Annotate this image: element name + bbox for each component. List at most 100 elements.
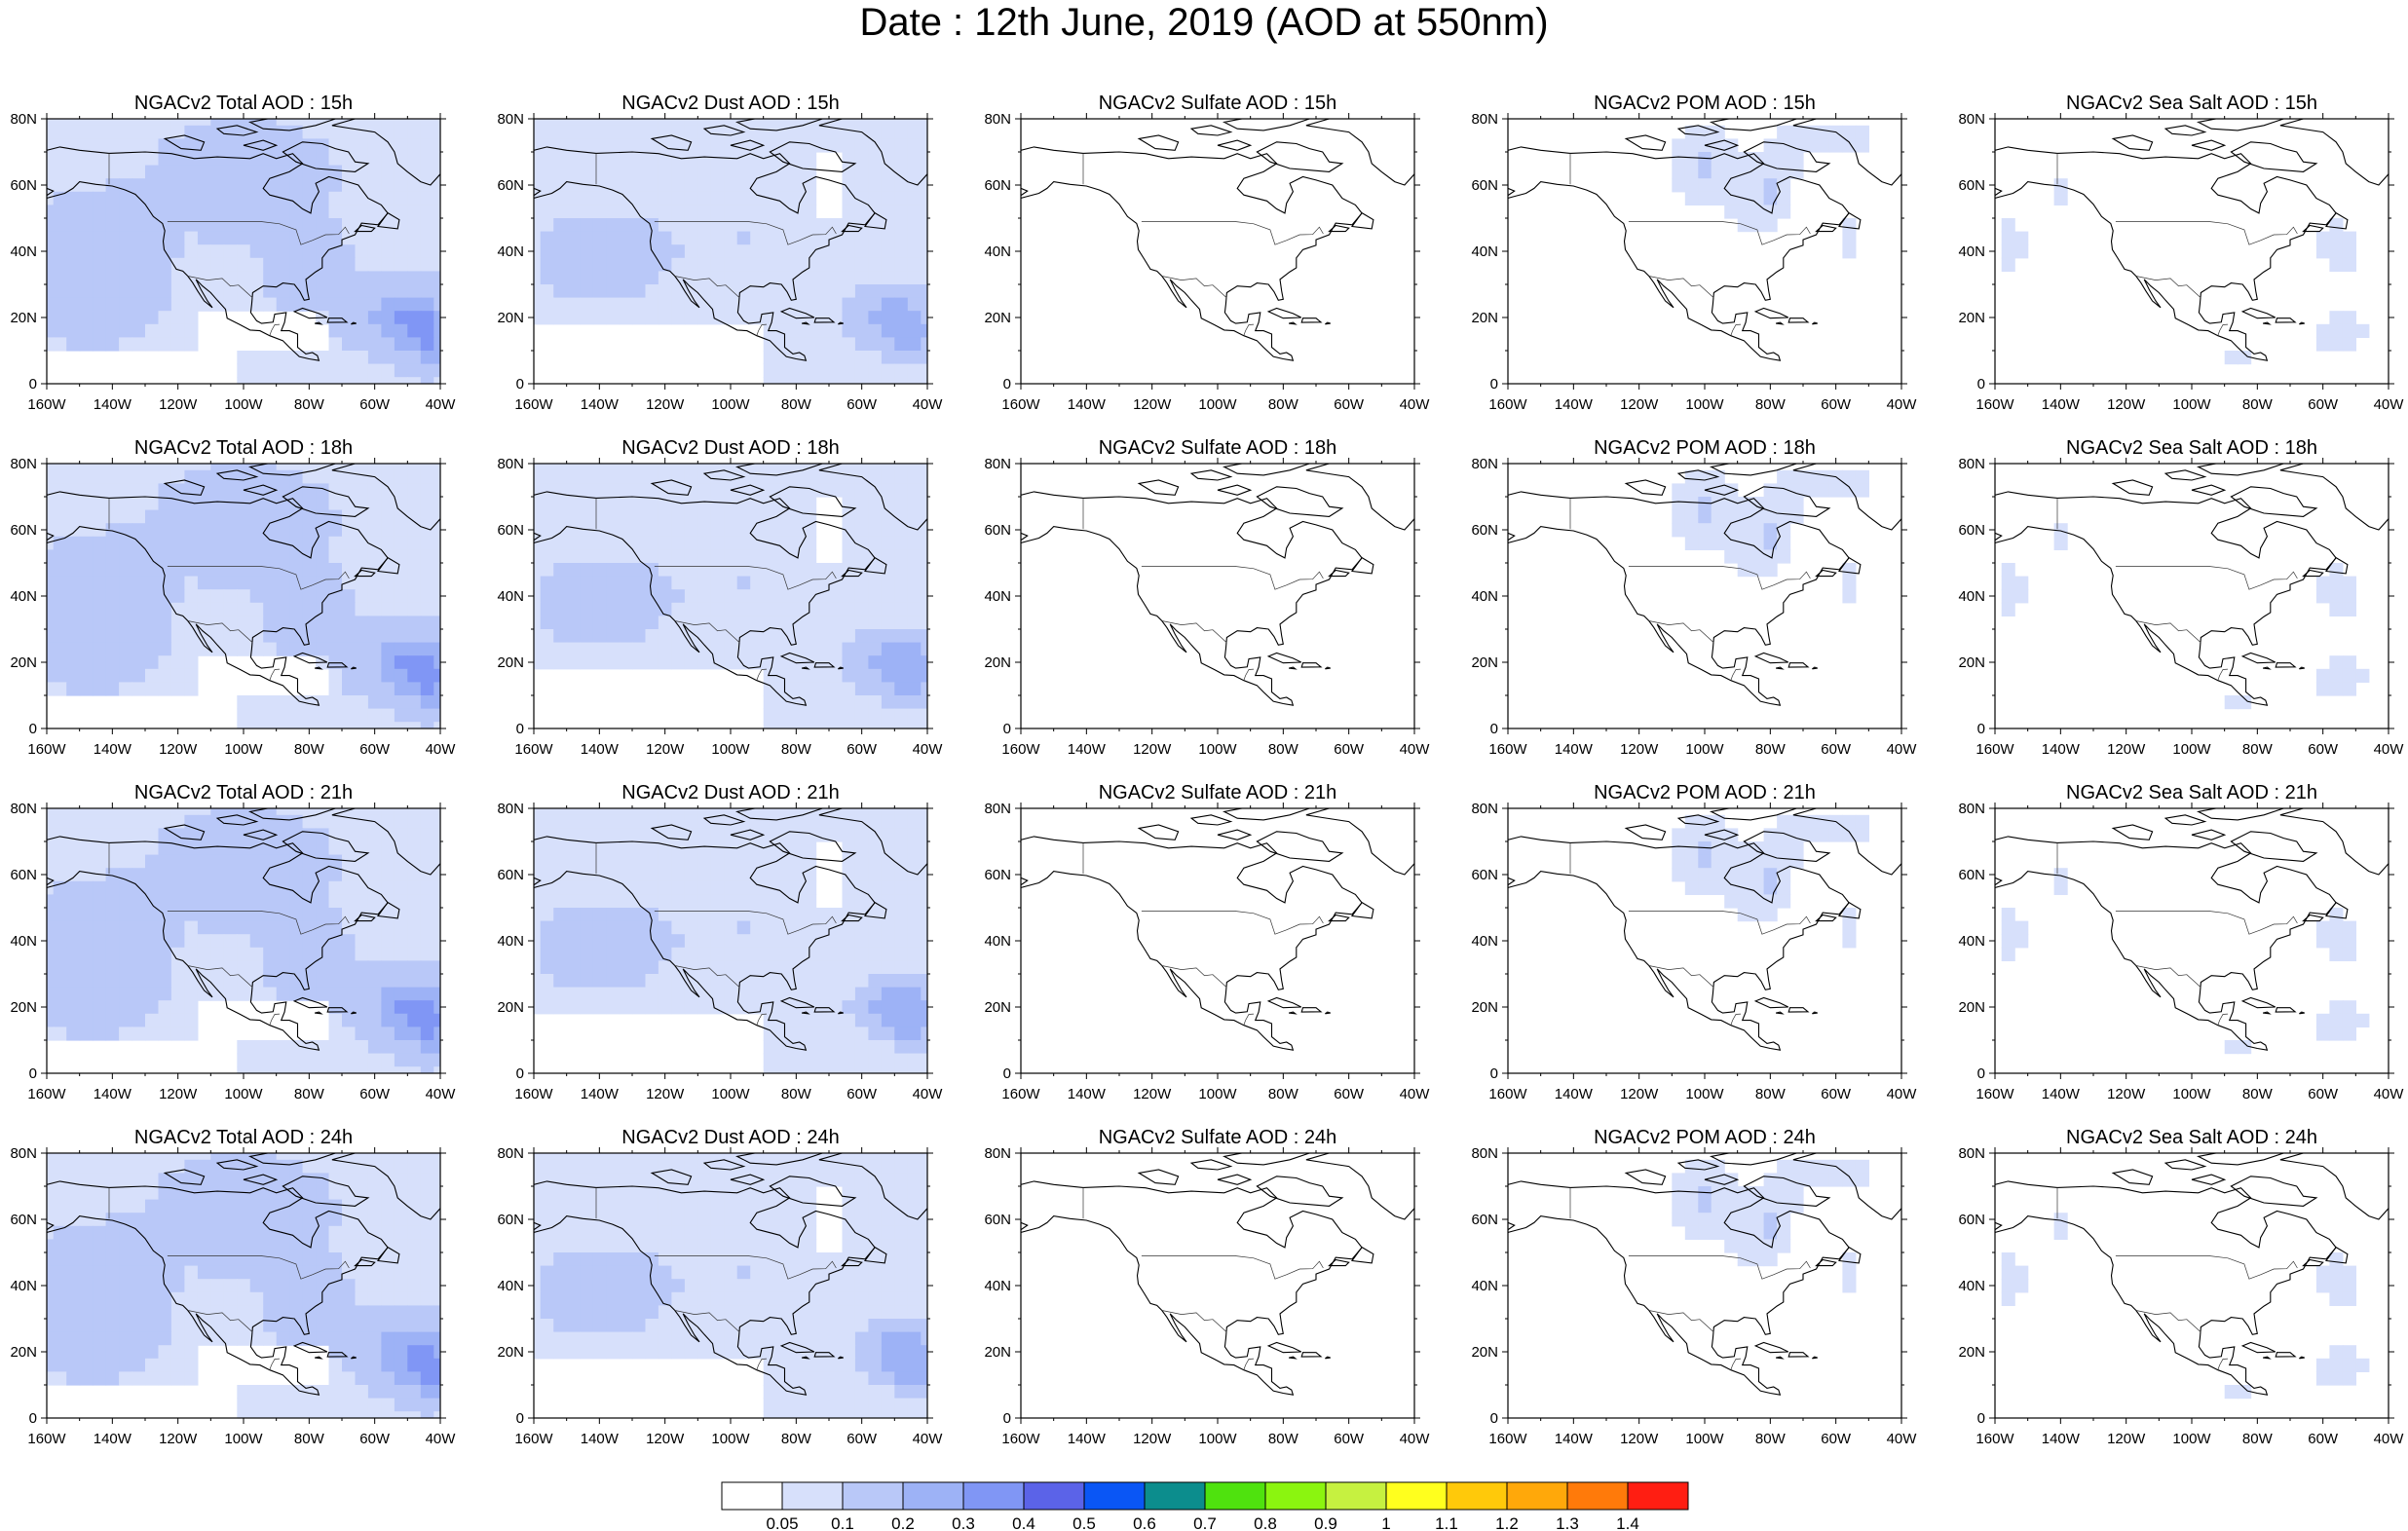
lon-tick-label: 160W <box>1488 396 1527 413</box>
coastline <box>47 464 440 706</box>
lon-tick-label: 80W <box>781 396 812 413</box>
lat-tick-label: 0 <box>29 721 37 737</box>
map-panel: NGACv2 Sea Salt AOD : 18h 160W 140W 120W 100… <box>1958 437 2405 758</box>
lon-tick-label: 140W <box>2042 1431 2081 1447</box>
colorbar-swatch <box>721 1481 783 1511</box>
map-panel: NGACv2 Total AOD : 21h 160W 140W 120W 100W 80… <box>10 782 456 1102</box>
figure-title: Date : 12th June, 2019 (AOD at 550nm) <box>859 1 1549 44</box>
map-panel: NGACv2 Sulfate AOD : 21h 160W 140W 120W 100W… <box>984 782 1431 1102</box>
lat-tick-label: 80N <box>1958 111 1985 128</box>
lon-tick-label: 60W <box>2308 1431 2339 1447</box>
lat-tick-label: 80N <box>497 111 524 128</box>
lat-tick-label: 0 <box>1977 376 1985 392</box>
coastline <box>1021 1153 1414 1396</box>
panel-title: NGACv2 Dust AOD : 15h <box>621 93 839 114</box>
lon-tick-label: 160W <box>1488 741 1527 758</box>
lon-tick-label: 60W <box>359 741 391 758</box>
lon-tick-label: 140W <box>581 1086 620 1102</box>
lon-tick-label: 40W <box>913 1431 944 1447</box>
country-borders <box>108 153 350 336</box>
panel-title: NGACv2 Sea Salt AOD : 21h <box>2066 782 2317 803</box>
coastline <box>534 1153 927 1396</box>
panel-title: NGACv2 Sulfate AOD : 15h <box>1099 93 1337 114</box>
map-panel: NGACv2 Total AOD : 15h 160W 140W 120W 100W 80… <box>10 93 456 413</box>
country-borders <box>1082 1187 1324 1370</box>
lon-tick-label: 100W <box>1685 396 1724 413</box>
lon-tick-label: 140W <box>1555 1086 1594 1102</box>
aod-field <box>534 119 927 384</box>
lat-tick-label: 20N <box>1958 1344 1985 1361</box>
lat-tick-label: 60N <box>1471 177 1498 194</box>
lon-tick-label: 160W <box>514 741 553 758</box>
lat-tick-label: 40N <box>1958 933 1985 950</box>
lat-tick-label: 40N <box>1958 1278 1985 1294</box>
lon-tick-label: 40W <box>2374 1431 2405 1447</box>
lon-tick-label: 60W <box>1821 1431 1852 1447</box>
coastline <box>1995 1153 2389 1396</box>
country-borders <box>1569 842 1811 1026</box>
lat-tick-label: 0 <box>29 376 37 392</box>
lon-tick-label: 80W <box>1268 396 1299 413</box>
lon-tick-label: 140W <box>94 1431 132 1447</box>
lon-tick-label: 60W <box>2308 396 2339 413</box>
lat-tick-label: 40N <box>497 1278 524 1294</box>
lon-tick-label: 40W <box>1887 396 1918 413</box>
lat-tick-label: 60N <box>984 867 1011 883</box>
map-panel: NGACv2 POM AOD : 15h 160W 140W 120W 100W 80W 6… <box>1471 93 1918 413</box>
lat-tick-label: 40N <box>1958 243 1985 260</box>
lat-tick-label: 0 <box>1003 721 1011 737</box>
panel-title: NGACv2 Dust AOD : 18h <box>621 437 839 459</box>
lat-tick-label: 80N <box>984 111 1011 128</box>
lon-tick-label: 60W <box>2308 741 2339 758</box>
colorbar: 0.05 0.1 0.2 0.3 0.4 0.5 0.6 0.7 0.8 0.9 1 1.1 1.2 1.… <box>721 1481 1689 1531</box>
lat-tick-label: 20N <box>497 1344 524 1361</box>
lon-tick-label: 120W <box>1620 1086 1659 1102</box>
lon-tick-label: 160W <box>514 1086 553 1102</box>
coastline <box>1021 119 1414 361</box>
lon-tick-label: 160W <box>1975 1431 2014 1447</box>
lat-tick-label: 80N <box>497 1145 524 1162</box>
map-panel: NGACv2 Dust AOD : 15h 160W 140W 120W 100W 80W… <box>497 93 943 413</box>
lon-tick-label: 120W <box>2107 396 2146 413</box>
lon-tick-label: 140W <box>1555 1431 1594 1447</box>
colorbar-swatch <box>1083 1481 1146 1511</box>
map-panel: NGACv2 Sulfate AOD : 15h 160W 140W 120W 100W… <box>984 93 1430 413</box>
panel-title: NGACv2 Dust AOD : 24h <box>621 1127 839 1148</box>
lon-tick-label: 160W <box>27 1086 66 1102</box>
colorbar-swatch <box>1506 1481 1568 1511</box>
aod-field <box>534 1153 927 1418</box>
lon-tick-label: 160W <box>27 741 66 758</box>
lon-tick-label: 60W <box>359 396 391 413</box>
panel-title: NGACv2 Sulfate AOD : 21h <box>1099 782 1337 803</box>
lat-tick-label: 60N <box>497 522 524 539</box>
country-borders <box>2056 1187 2298 1370</box>
country-borders <box>1082 842 1324 1026</box>
lon-tick-label: 80W <box>2242 1086 2274 1102</box>
lon-tick-label: 40W <box>913 741 944 758</box>
colorbar-label: 1.3 <box>1556 1514 1579 1531</box>
lon-tick-label: 40W <box>1887 1086 1918 1102</box>
lon-tick-label: 160W <box>27 1431 66 1447</box>
lon-tick-label: 100W <box>224 1086 263 1102</box>
lon-tick-label: 40W <box>1400 1086 1431 1102</box>
lat-tick-label: 80N <box>1958 1145 1985 1162</box>
aod-field <box>534 464 927 728</box>
lat-tick-label: 60N <box>10 522 37 539</box>
map-panel: NGACv2 Sea Salt AOD : 21h 160W 140W 120W 100… <box>1958 782 2404 1102</box>
lon-tick-label: 40W <box>2374 741 2405 758</box>
lon-tick-label: 160W <box>1975 396 2014 413</box>
coastline <box>1021 808 1414 1051</box>
lon-tick-label: 80W <box>781 1086 812 1102</box>
coastline <box>47 808 440 1051</box>
lat-tick-label: 0 <box>516 721 524 737</box>
map-panel: NGACv2 Sea Salt AOD : 15h 160W 140W 120W 100… <box>1958 93 2404 413</box>
lon-tick-label: 60W <box>847 1086 878 1102</box>
lon-tick-label: 60W <box>1334 741 1365 758</box>
lon-tick-label: 140W <box>1068 1431 1107 1447</box>
lon-tick-label: 100W <box>1685 741 1724 758</box>
map-panel: NGACv2 Total AOD : 24h 160W 140W 120W 100W 80… <box>10 1127 456 1447</box>
lon-tick-label: 160W <box>1001 741 1040 758</box>
colorbar-label: 1.4 <box>1616 1514 1639 1531</box>
lat-tick-label: 60N <box>984 522 1011 539</box>
lat-tick-label: 0 <box>1003 1065 1011 1082</box>
